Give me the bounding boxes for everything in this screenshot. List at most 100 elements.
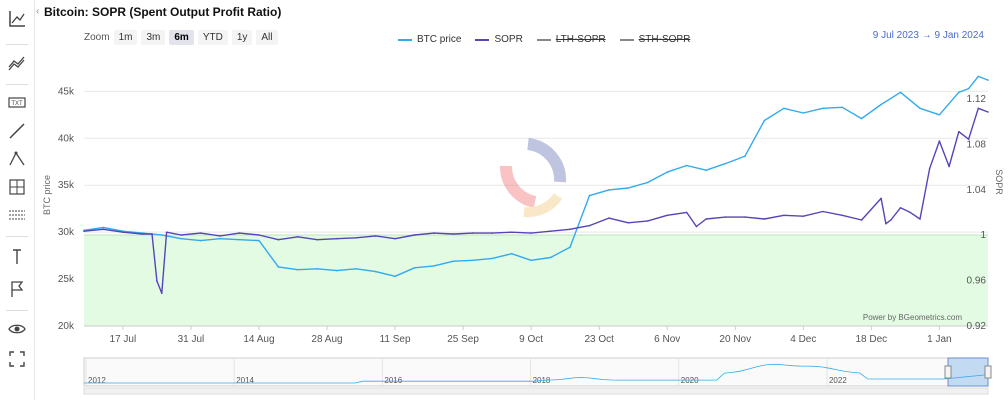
legend-item-sth-sopr[interactable]: STH-SOPR: [619, 34, 691, 45]
y-axis-left: 20k 25k 30k 35k 40k 45k: [58, 86, 75, 332]
legend-label: SOPR: [494, 34, 523, 45]
data-point: [199, 239, 202, 242]
navigator[interactable]: 2012 2014 2016 2018 2020 2022: [83, 357, 992, 395]
data-point: [413, 234, 416, 236]
zoom-1y-button[interactable]: 1y: [231, 30, 253, 45]
x-axis: 17 Jul 31 Jul 14 Aug 28 Aug 11 Sep 25 Sep 9 Oc…: [84, 325, 988, 345]
data-point: [238, 238, 241, 241]
navigator-year-label: 2016: [384, 376, 402, 385]
navigator-selection: [947, 357, 989, 387]
data-point: [491, 232, 494, 234]
text-tool-icon[interactable]: TXT: [6, 92, 28, 114]
data-point: [705, 218, 707, 220]
data-point: [316, 238, 319, 241]
data-point: [151, 233, 153, 235]
data-point: [316, 268, 319, 270]
data-point: [549, 230, 552, 232]
y-right-tick: 1.08: [967, 139, 987, 150]
data-point: [919, 218, 921, 220]
x-tick-label: 31 Jul: [178, 334, 205, 345]
axis-line-icon[interactable]: [6, 8, 28, 30]
data-point: [666, 214, 668, 217]
y-axis-right-title: SOPR: [994, 169, 1004, 195]
data-point: [880, 197, 882, 200]
data-point: [958, 91, 960, 94]
zoom-label: Zoom: [84, 32, 110, 43]
zoom-6m-button[interactable]: 6m: [169, 30, 194, 45]
navigator-handle-left: [944, 365, 952, 379]
navigator-year-label: 2022: [829, 376, 847, 385]
data-point: [472, 259, 474, 262]
data-point: [530, 232, 532, 234]
data-point: [627, 187, 630, 189]
data-point: [161, 234, 163, 236]
path-tool-icon[interactable]: [6, 148, 28, 170]
y-left-tick: 45k: [58, 86, 75, 97]
x-tick-label: 17 Jul: [110, 334, 137, 345]
legend-item-btc-price[interactable]: BTC price: [398, 34, 461, 45]
eye-icon[interactable]: [6, 318, 28, 340]
x-tick-label: 1 Jan: [927, 334, 951, 345]
data-point: [238, 232, 241, 234]
line-tool-icon[interactable]: [6, 120, 28, 142]
data-point: [744, 216, 746, 218]
y-left-tick: 25k: [58, 274, 75, 285]
fullscreen-icon[interactable]: [6, 348, 28, 370]
legend-item-lth-sopr[interactable]: LTH-SOPR: [536, 34, 606, 45]
range-to[interactable]: 9 Jan 2024: [934, 30, 985, 41]
data-point: [83, 230, 85, 232]
range-from[interactable]: 9 Jul 2023: [872, 30, 919, 41]
y-left-tick: 20k: [58, 321, 75, 332]
data-point: [744, 155, 746, 157]
legend-label: STH-SOPR: [638, 34, 691, 45]
y-right-tick: 0.92: [967, 321, 987, 332]
y-axis-right: 0.92 0.96 1 1.04 1.08 1.12: [967, 94, 987, 332]
data-point: [472, 232, 474, 234]
vertical-line-icon[interactable]: [6, 246, 28, 268]
x-tick-label: 20 Nov: [719, 334, 751, 345]
plot-area: [83, 75, 989, 295]
data-point: [783, 214, 785, 217]
flag-icon[interactable]: [6, 278, 28, 300]
data-point: [433, 232, 435, 234]
zoom-ytd-button[interactable]: YTD: [197, 30, 228, 45]
data-point: [967, 87, 970, 90]
navigator-year-label: 2012: [88, 376, 106, 385]
zoom-1m-button[interactable]: 1m: [113, 30, 138, 45]
zoom-3m-button[interactable]: 3m: [141, 30, 166, 45]
zoom-all-button[interactable]: All: [256, 30, 278, 45]
y-right-tick: 1: [980, 230, 986, 241]
data-point: [885, 222, 887, 225]
data-point: [102, 226, 105, 229]
trend-lines-icon[interactable]: [6, 52, 28, 74]
x-tick-label: 14 Aug: [243, 334, 274, 345]
y-right-tick: 0.96: [967, 276, 987, 287]
data-point: [783, 107, 785, 110]
data-point: [394, 275, 396, 278]
navigator-scrollbar: [83, 387, 989, 395]
data-point: [948, 165, 950, 168]
data-point: [297, 236, 299, 238]
data-point: [608, 217, 610, 219]
legend-item-sopr[interactable]: SOPR: [475, 34, 523, 45]
data-point: [277, 238, 280, 241]
data-point: [452, 260, 455, 263]
date-range[interactable]: 9 Jul 2023 → 9 Jan 2024: [873, 30, 984, 41]
series-line-sopr: [83, 107, 989, 294]
navigator-handle-right: [984, 365, 992, 379]
x-tick-label: 4 Dec: [790, 334, 816, 345]
data-point: [967, 138, 970, 140]
data-point: [510, 231, 513, 233]
measure-icon[interactable]: [6, 204, 28, 226]
chevron-left-icon[interactable]: ‹: [36, 6, 40, 17]
data-point: [219, 235, 221, 237]
data-point: [141, 233, 144, 235]
data-point: [909, 211, 911, 214]
watermark-logo: [500, 138, 567, 218]
data-point: [452, 233, 455, 235]
crosshair-icon[interactable]: [6, 176, 28, 198]
data-point: [685, 164, 688, 167]
data-point: [569, 228, 571, 231]
data-point: [647, 220, 649, 222]
data-point: [763, 218, 766, 220]
